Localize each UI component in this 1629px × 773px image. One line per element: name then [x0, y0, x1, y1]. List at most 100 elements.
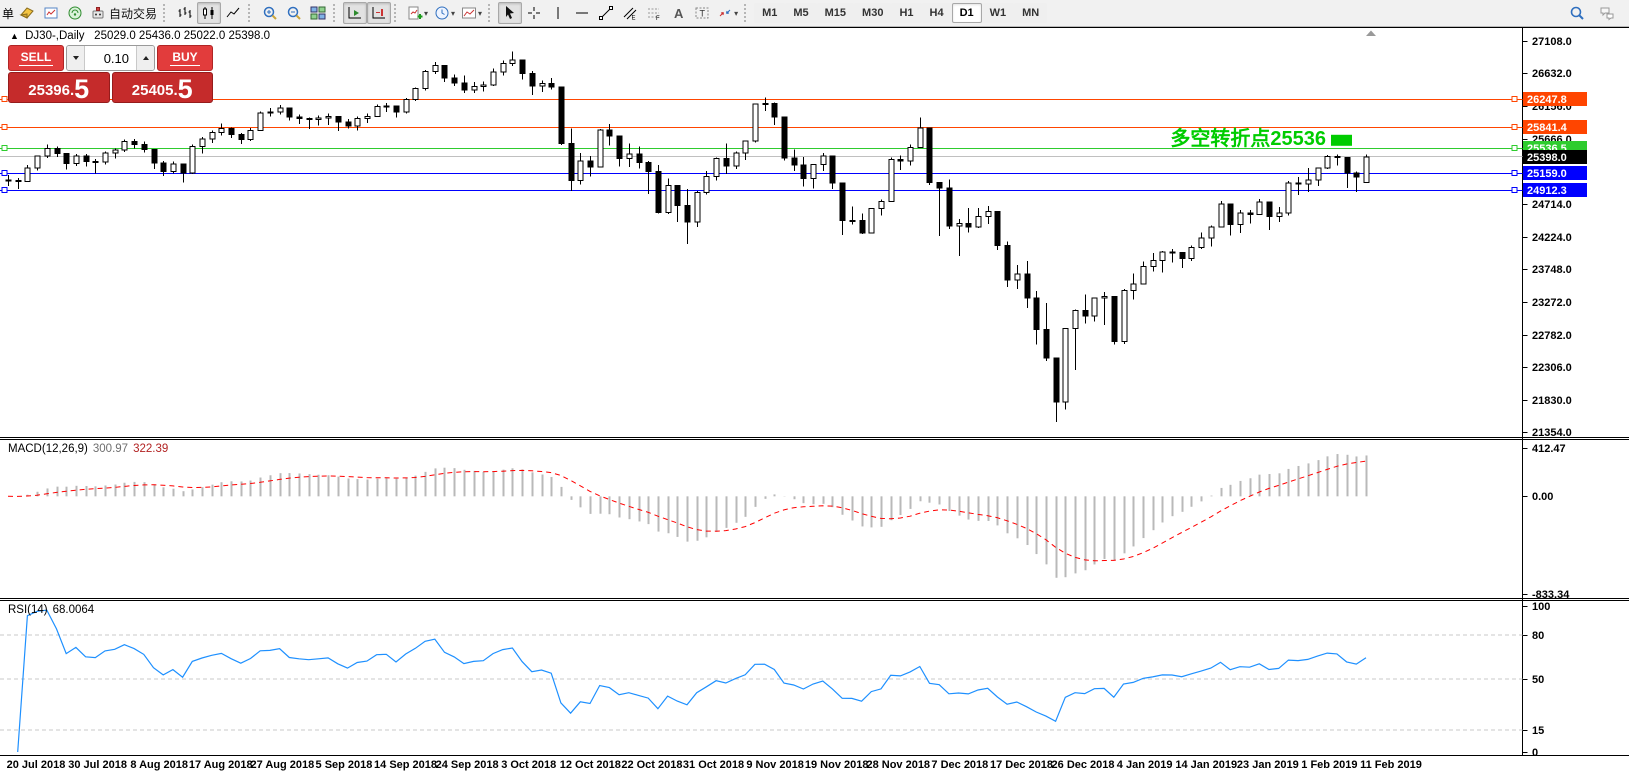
- candlestick-chart-button[interactable]: [197, 2, 222, 24]
- periods-button[interactable]: ▾: [431, 2, 458, 24]
- timeframe-d1-button[interactable]: D1: [951, 3, 982, 23]
- svg-text:20 Jul 2018: 20 Jul 2018: [7, 759, 66, 771]
- periods-icon: [435, 6, 449, 20]
- vertical-line-icon: [557, 7, 559, 19]
- chart-shift-button[interactable]: [367, 2, 392, 24]
- chart-frame: [0, 27, 1629, 756]
- svg-text:9 Nov 2018: 9 Nov 2018: [746, 759, 803, 771]
- svg-text:21830.0: 21830.0: [1532, 395, 1572, 407]
- macd-indicator-label: MACD(12,26,9) 300.97 322.39: [8, 443, 169, 455]
- svg-text:15: 15: [1532, 725, 1544, 737]
- channel-button[interactable]: E: [618, 2, 642, 24]
- price-axis[interactable]: 27108.026632.026156.025666.024714.024224…: [1522, 36, 1588, 759]
- chart-shift-marker-icon[interactable]: [1366, 30, 1376, 37]
- fibonacci-button[interactable]: F: [642, 2, 666, 24]
- search-icon: [1570, 6, 1584, 20]
- timeframe-m5-button[interactable]: M5: [785, 3, 817, 23]
- svg-text:26632.0: 26632.0: [1532, 68, 1572, 80]
- arrows-button[interactable]: ▾: [714, 2, 741, 24]
- toolbar-group-grip: [333, 4, 339, 22]
- cursor-button[interactable]: [498, 2, 523, 24]
- svg-text:25159.0: 25159.0: [1527, 168, 1567, 180]
- auto-scroll-button[interactable]: [343, 2, 368, 24]
- svg-text:11 Feb 2019: 11 Feb 2019: [1360, 759, 1422, 771]
- svg-text:21354.0: 21354.0: [1532, 427, 1572, 439]
- zoom-in-button[interactable]: [258, 2, 282, 24]
- svg-text:24912.3: 24912.3: [1527, 185, 1567, 197]
- svg-text:17 Dec 2018: 17 Dec 2018: [990, 759, 1053, 771]
- volume-increase-button[interactable]: [136, 46, 154, 70]
- svg-text:多空转折点25536: 多空转折点25536: [1170, 126, 1326, 150]
- svg-text:23748.0: 23748.0: [1532, 264, 1572, 276]
- zoom-out-button[interactable]: [282, 2, 306, 24]
- search-button[interactable]: [1565, 2, 1589, 24]
- dropdown-caret-icon: ▾: [424, 8, 429, 18]
- sell-button[interactable]: SELL: [8, 45, 64, 71]
- chart-canvas[interactable]: 多空转折点2553627108.026632.026156.025666.024…: [0, 27, 1629, 773]
- charts-window-icon: [44, 7, 58, 19]
- triangle-down-icon: [72, 56, 79, 60]
- chat-icon: [1600, 7, 1614, 21]
- svg-text:0: 0: [1532, 747, 1538, 759]
- svg-text:23272.0: 23272.0: [1532, 297, 1572, 309]
- svg-text:17 Aug 2018: 17 Aug 2018: [189, 759, 253, 771]
- svg-text:80: 80: [1532, 630, 1544, 642]
- svg-text:22306.0: 22306.0: [1532, 362, 1572, 374]
- annotation-turning-point[interactable]: 多空转折点25536: [1170, 126, 1352, 150]
- ohlc-values: 25029.0 25436.0 25022.0 25398.0: [94, 30, 271, 42]
- trendline-icon: [599, 6, 614, 20]
- svg-text:412.47: 412.47: [1532, 443, 1566, 455]
- auto-trading-button[interactable]: 自动交易: [87, 2, 160, 24]
- timeframe-m1-button[interactable]: M1: [754, 3, 786, 23]
- text-button[interactable]: A: [666, 2, 690, 24]
- tile-windows-icon: [310, 6, 326, 20]
- cursor-icon: [506, 6, 515, 19]
- vertical-line-button[interactable]: [546, 2, 570, 24]
- svg-text:24224.0: 24224.0: [1532, 232, 1572, 244]
- timeframe-h4-button[interactable]: H4: [921, 3, 952, 23]
- chart-shift-icon: [372, 7, 386, 19]
- svg-text:E: E: [632, 16, 636, 22]
- timeframe-m30-button[interactable]: M30: [854, 3, 892, 23]
- zoom-in-icon: [263, 6, 277, 20]
- crosshair-button[interactable]: [522, 2, 546, 24]
- tile-windows-button[interactable]: [306, 2, 330, 24]
- timeframe-h1-button[interactable]: H1: [891, 3, 922, 23]
- timeframe-w1-button[interactable]: W1: [981, 3, 1015, 23]
- chat-button[interactable]: [1595, 2, 1619, 24]
- horizontal-line-button[interactable]: [570, 2, 594, 24]
- bar-chart-icon: [178, 7, 192, 18]
- sell-price-display[interactable]: 25396. 5: [8, 72, 110, 103]
- svg-text:12 Oct 2018: 12 Oct 2018: [560, 759, 621, 771]
- clipped-toolbar-label: 单: [2, 6, 15, 21]
- trendline-button[interactable]: [594, 2, 618, 24]
- indicators-button[interactable]: ▾: [404, 2, 431, 24]
- panel-collapse-arrow[interactable]: ▲: [10, 31, 19, 41]
- bar-chart-button[interactable]: [173, 2, 197, 24]
- toolbar-group-grip: [163, 4, 169, 22]
- line-chart-button[interactable]: [221, 2, 245, 24]
- arrows-icon: [719, 9, 731, 17]
- templates-button[interactable]: ▾: [458, 2, 485, 24]
- svg-text:27108.0: 27108.0: [1532, 36, 1572, 48]
- text-label-button[interactable]: T: [690, 2, 714, 24]
- signals-button[interactable]: [63, 2, 87, 24]
- horizontal-level-lines[interactable]: [0, 96, 1523, 193]
- charts-window-button[interactable]: [39, 2, 63, 24]
- channel-icon: E: [623, 7, 637, 22]
- timeframe-m15-button[interactable]: M15: [816, 3, 855, 23]
- new-order-icon: [19, 7, 34, 19]
- volume-input[interactable]: 0.10: [103, 50, 129, 66]
- one-click-trading-panel: SELL 0.10 BUY 25396. 5 25405. 5: [8, 45, 213, 103]
- dropdown-caret-icon: ▾: [478, 8, 483, 18]
- buy-price-display[interactable]: 25405. 5: [111, 72, 213, 103]
- candlesticks: [5, 51, 1370, 423]
- timeframe-mn-button[interactable]: MN: [1014, 3, 1048, 23]
- text-label-icon: T: [695, 7, 709, 19]
- rsi-pane: [0, 609, 1523, 753]
- buy-button[interactable]: BUY: [157, 45, 213, 71]
- dropdown-caret-icon: ▾: [451, 8, 456, 18]
- new-order-button[interactable]: [15, 2, 39, 24]
- volume-decrease-button[interactable]: [67, 46, 85, 70]
- date-axis[interactable]: 20 Jul 2018 30 Jul 2018 8 Aug 2018 17 Aug 2…: [7, 759, 1422, 771]
